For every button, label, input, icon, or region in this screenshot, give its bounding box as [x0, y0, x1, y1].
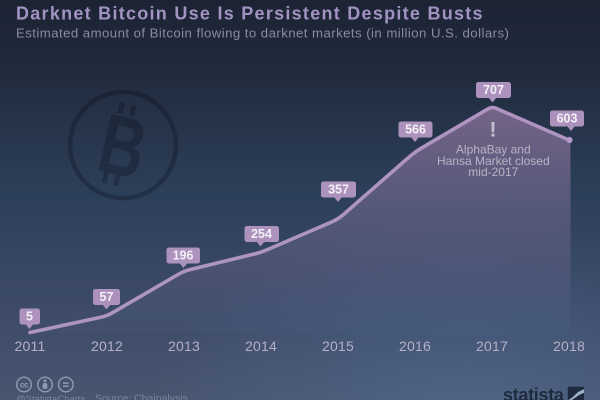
svg-text:2011: 2011	[15, 338, 46, 354]
svg-text:2016: 2016	[399, 338, 431, 354]
svg-text:603: 603	[557, 112, 578, 126]
svg-text:2013: 2013	[168, 338, 200, 354]
svg-text:357: 357	[328, 183, 349, 197]
svg-text:5: 5	[26, 310, 33, 324]
svg-text:mid-2017: mid-2017	[468, 165, 518, 179]
svg-text:2015: 2015	[322, 338, 354, 354]
svg-text:254: 254	[251, 227, 272, 241]
svg-text:Darknet Bitcoin Use Is Persist: Darknet Bitcoin Use Is Persistent Despit…	[16, 4, 484, 24]
svg-text:Source: Chainalysis: Source: Chainalysis	[95, 393, 188, 400]
svg-text:2018: 2018	[553, 338, 585, 354]
svg-text:196: 196	[173, 249, 194, 263]
svg-text:707: 707	[483, 83, 504, 97]
svg-text:Estimated amount of Bitcoin fl: Estimated amount of Bitcoin flowing to d…	[16, 25, 509, 40]
svg-text:AlphaBay and: AlphaBay and	[456, 143, 531, 157]
svg-text:2012: 2012	[91, 338, 123, 354]
svg-text:cc: cc	[20, 380, 29, 389]
svg-text:566: 566	[405, 123, 426, 137]
svg-text:!: !	[489, 118, 496, 142]
svg-text:2014: 2014	[245, 338, 277, 354]
svg-text:57: 57	[100, 290, 114, 304]
svg-text:statista: statista	[503, 385, 565, 400]
svg-text:2017: 2017	[476, 338, 508, 354]
svg-text:@StatistaCharts: @StatistaCharts	[16, 394, 86, 400]
svg-text:Hansa Market closed: Hansa Market closed	[437, 154, 550, 168]
